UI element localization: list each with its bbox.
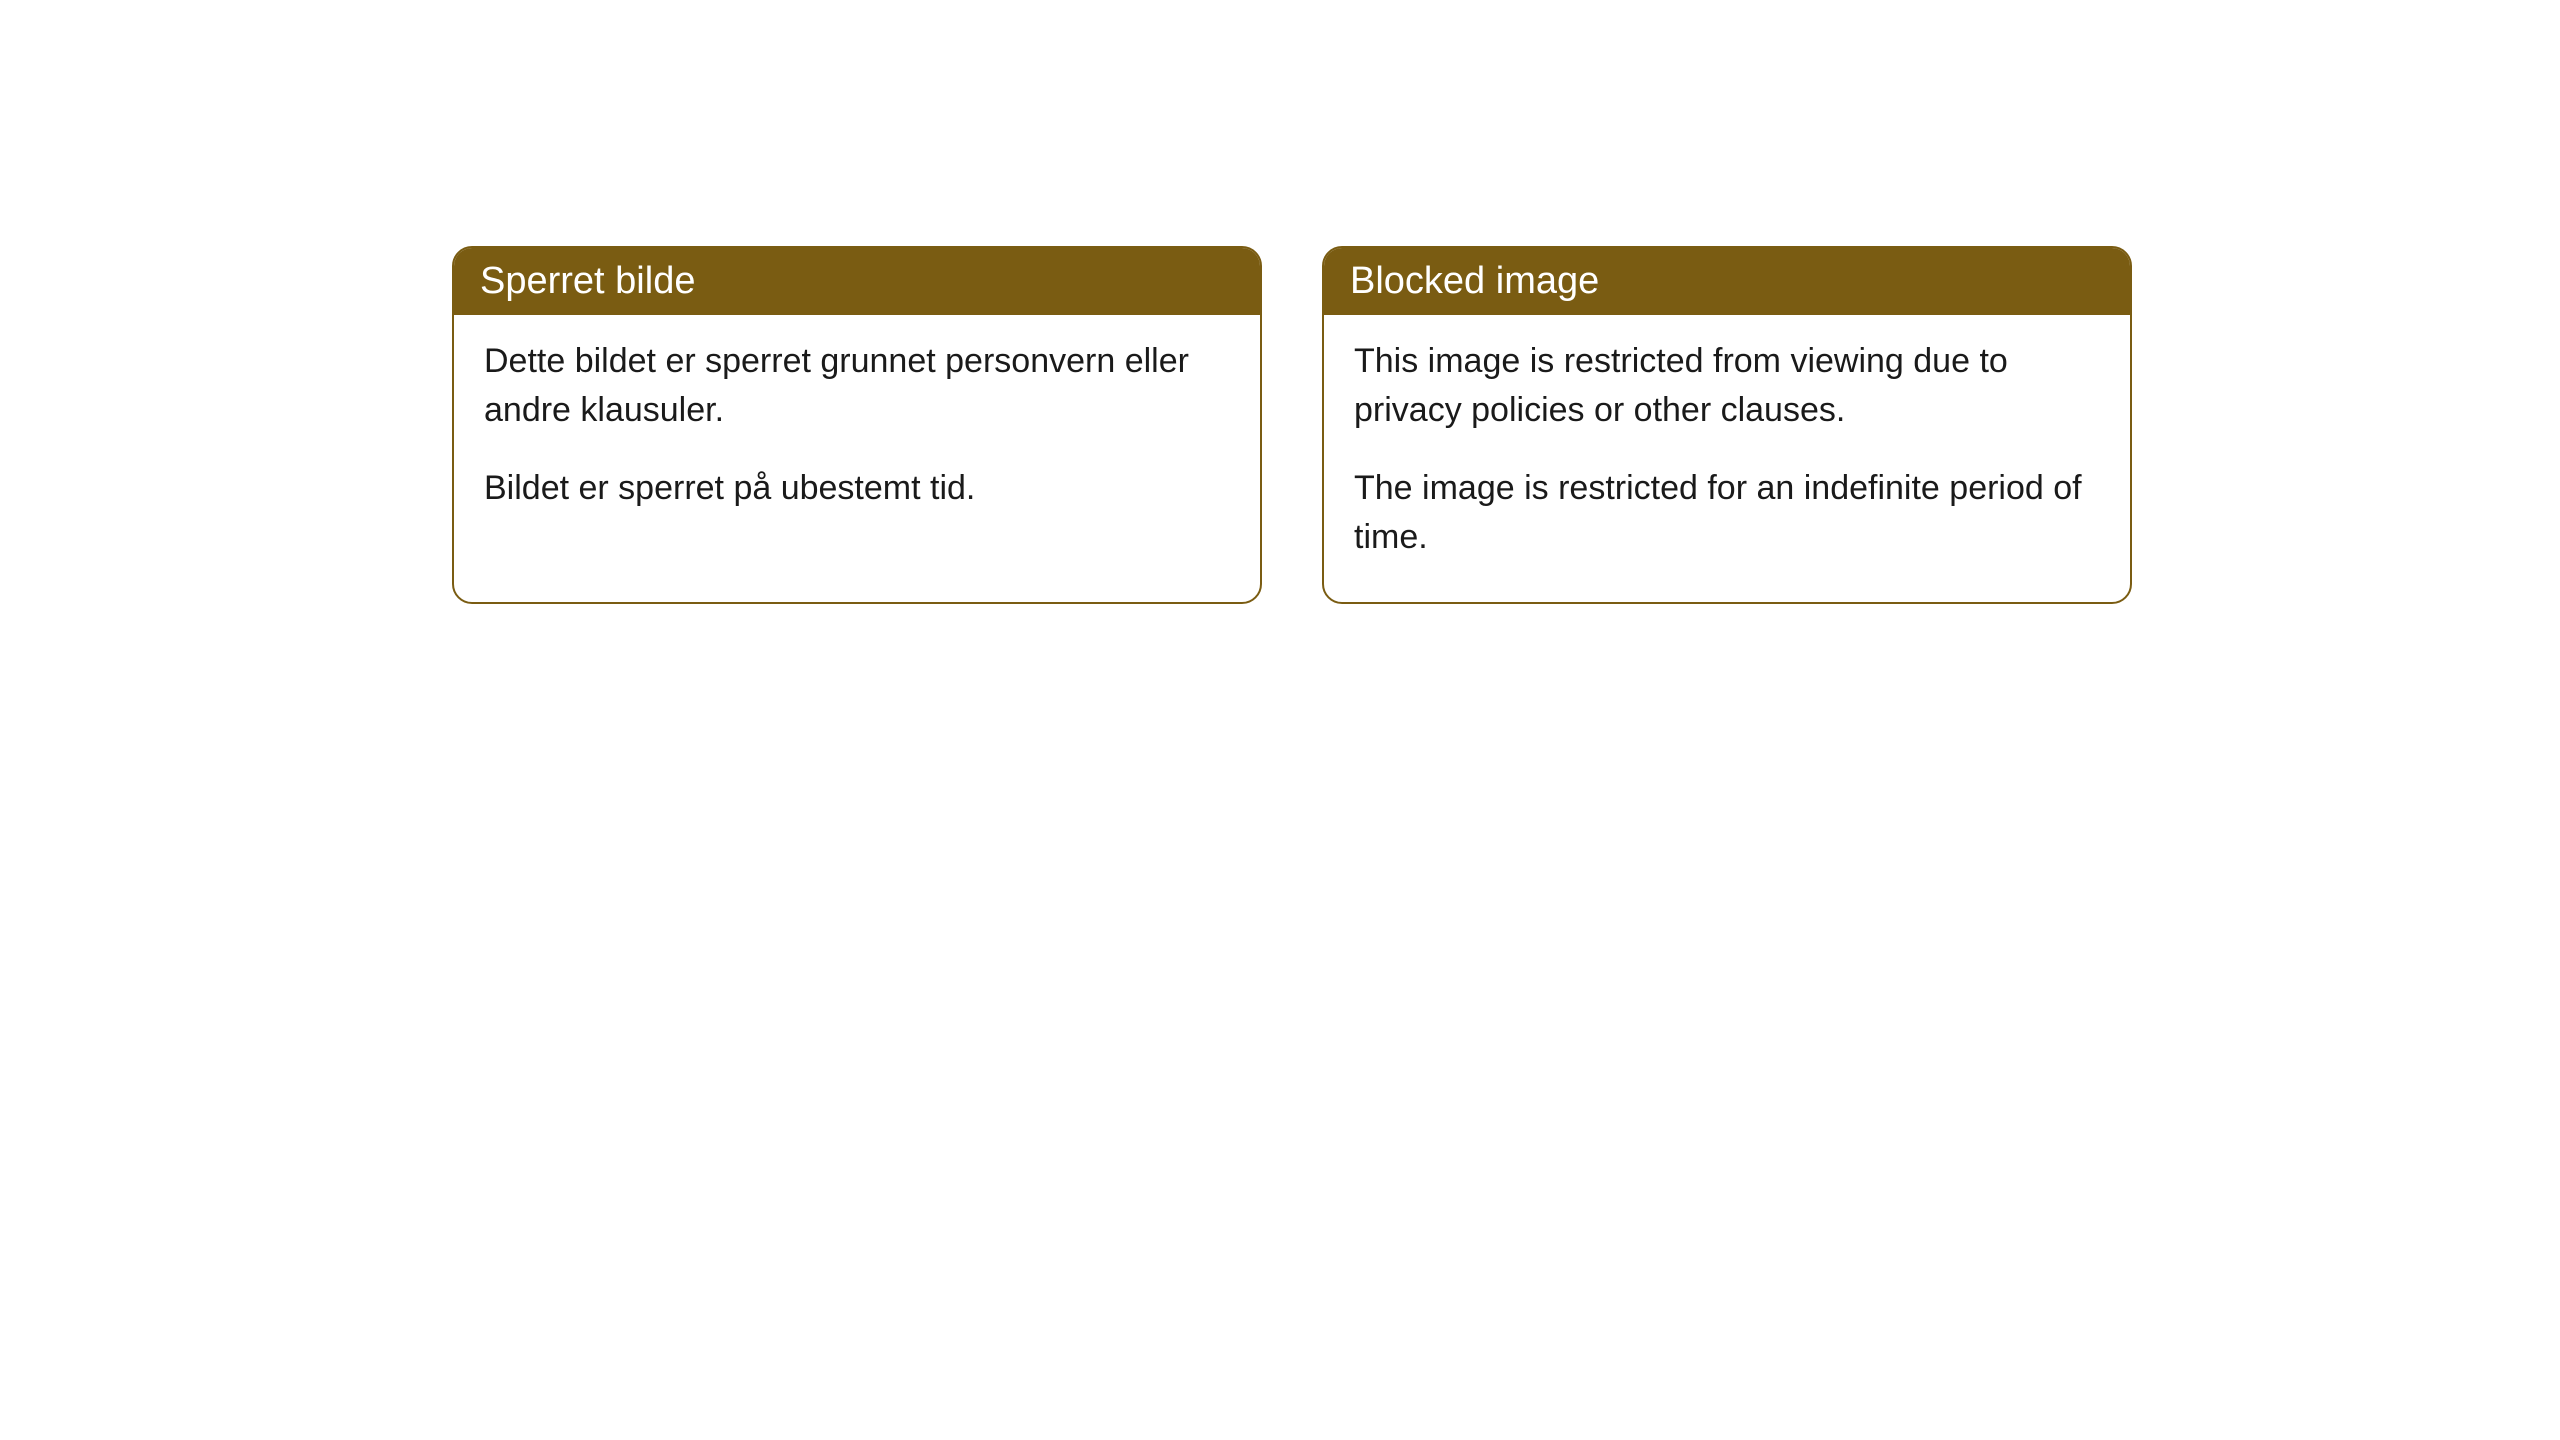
card-paragraph-1-english: This image is restricted from viewing du… <box>1354 337 2100 436</box>
card-english: Blocked image This image is restricted f… <box>1322 246 2132 604</box>
card-body-norwegian: Dette bildet er sperret grunnet personve… <box>454 315 1260 553</box>
card-paragraph-1-norwegian: Dette bildet er sperret grunnet personve… <box>484 337 1230 436</box>
card-norwegian: Sperret bilde Dette bildet er sperret gr… <box>452 246 1262 604</box>
card-header-english: Blocked image <box>1324 248 2130 315</box>
card-paragraph-2-english: The image is restricted for an indefinit… <box>1354 464 2100 563</box>
cards-container: Sperret bilde Dette bildet er sperret gr… <box>452 246 2132 604</box>
card-body-english: This image is restricted from viewing du… <box>1324 315 2130 602</box>
card-header-norwegian: Sperret bilde <box>454 248 1260 315</box>
card-paragraph-2-norwegian: Bildet er sperret på ubestemt tid. <box>484 464 1230 513</box>
